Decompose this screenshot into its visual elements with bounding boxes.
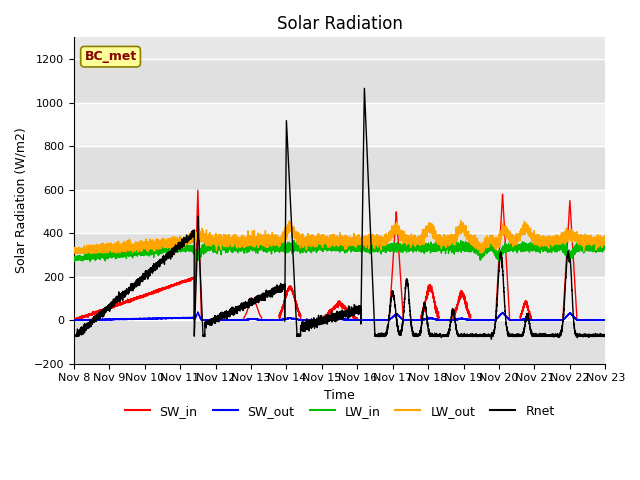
SW_out xyxy=(458,315,466,321)
LW_in xyxy=(70,254,77,260)
SW_in xyxy=(458,290,466,296)
LW_in xyxy=(250,238,258,244)
SW_in xyxy=(194,187,202,193)
LW_in xyxy=(573,244,580,250)
SW_in xyxy=(579,317,587,323)
SW_out xyxy=(251,316,259,322)
Rnet xyxy=(360,85,368,91)
Line: Rnet: Rnet xyxy=(74,88,605,339)
Text: BC_met: BC_met xyxy=(84,50,137,63)
LW_in xyxy=(294,237,302,242)
SW_in xyxy=(70,317,77,323)
LW_in xyxy=(474,246,481,252)
Rnet xyxy=(458,333,466,339)
Y-axis label: Solar Radiation (W/m2): Solar Radiation (W/m2) xyxy=(15,128,28,274)
Rnet xyxy=(250,297,258,303)
Bar xyxy=(74,59,605,103)
SW_out xyxy=(474,317,481,323)
Title: Solar Radiation: Solar Radiation xyxy=(276,15,403,33)
Rnet xyxy=(488,336,495,342)
Rnet xyxy=(70,333,77,339)
SW_in xyxy=(251,297,259,303)
LW_out xyxy=(573,233,580,239)
LW_in xyxy=(458,245,466,251)
Line: SW_in: SW_in xyxy=(74,190,605,320)
SW_out xyxy=(194,309,202,315)
LW_in xyxy=(321,245,329,251)
SW_out xyxy=(579,317,587,323)
Rnet xyxy=(602,333,609,338)
SW_out xyxy=(70,317,77,323)
LW_in xyxy=(602,245,609,251)
LW_out xyxy=(579,236,587,242)
LW_out xyxy=(459,226,467,232)
SW_in xyxy=(321,315,329,321)
SW_in xyxy=(602,317,609,323)
LW_out xyxy=(70,249,77,254)
Rnet xyxy=(321,316,329,322)
Line: LW_in: LW_in xyxy=(74,240,605,262)
Legend: SW_in, SW_out, LW_in, LW_out, Rnet: SW_in, SW_out, LW_in, LW_out, Rnet xyxy=(120,400,559,423)
Line: SW_out: SW_out xyxy=(74,312,605,320)
Bar xyxy=(74,146,605,190)
LW_in xyxy=(579,242,587,248)
SW_out xyxy=(321,317,329,323)
Bar xyxy=(74,320,605,364)
Rnet xyxy=(573,333,580,338)
Line: LW_out: LW_out xyxy=(74,221,605,253)
Bar xyxy=(74,103,605,146)
LW_out xyxy=(321,240,329,246)
Rnet xyxy=(579,334,587,339)
X-axis label: Time: Time xyxy=(324,389,355,402)
SW_in xyxy=(474,317,481,323)
LW_out xyxy=(474,244,481,250)
SW_out xyxy=(573,317,580,323)
Bar xyxy=(74,233,605,276)
Bar xyxy=(74,190,605,233)
LW_out xyxy=(602,237,609,243)
LW_out xyxy=(70,250,78,256)
LW_out xyxy=(457,218,465,224)
LW_in xyxy=(566,259,573,264)
Rnet xyxy=(474,332,481,337)
SW_in xyxy=(573,309,580,314)
Bar xyxy=(74,276,605,320)
SW_out xyxy=(602,317,609,323)
LW_out xyxy=(251,241,259,247)
